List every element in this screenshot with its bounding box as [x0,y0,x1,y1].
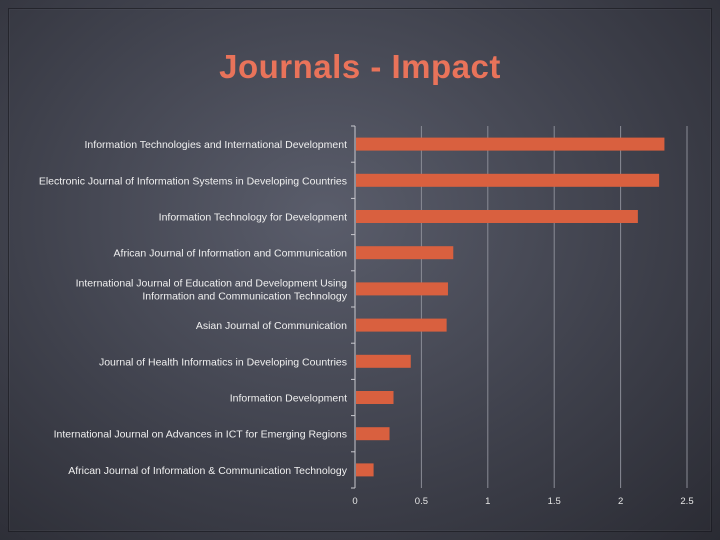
slide-title: Journals - Impact [219,48,501,85]
category-labels: Information Technologies and Internation… [39,139,348,477]
category-label: African Journal of Information and Commu… [114,248,348,260]
bar [356,318,447,332]
bar [356,137,665,151]
x-tick-label: 1 [485,496,490,507]
category-label: International Journal of Education and D… [76,277,348,289]
tick-labels: 0 0.5 1 1.5 2 2.5 [352,496,693,507]
category-label: Journal of Health Informatics in Develop… [99,356,347,368]
category-label: Information Technologies and Internation… [85,139,348,151]
category-label: African Journal of Information & Communi… [68,465,348,477]
category-label: Information Technology for Development [159,212,347,224]
bar [356,246,454,260]
category-label: Electronic Journal of Information System… [39,175,347,187]
x-tick-label: 2.5 [680,496,693,507]
bar [356,463,374,477]
category-label: Information Development [230,393,347,405]
bar [356,210,638,223]
x-tick-label: 1.5 [548,496,561,507]
x-tick-label: 2 [618,496,623,507]
bar [356,354,411,368]
bar [356,427,390,441]
slide-frame [8,8,712,532]
category-label: Information and Communication Technology [142,290,347,302]
bar [356,282,448,296]
axes [351,125,356,489]
x-tick-label: 0 [352,496,357,507]
bar [356,173,660,187]
category-label: Asian Journal of Communication [196,320,347,332]
x-tick-label: 0.5 [415,496,428,507]
bars [356,137,665,477]
bar [356,391,394,404]
category-label: International Journal on Advances in ICT… [54,429,347,441]
